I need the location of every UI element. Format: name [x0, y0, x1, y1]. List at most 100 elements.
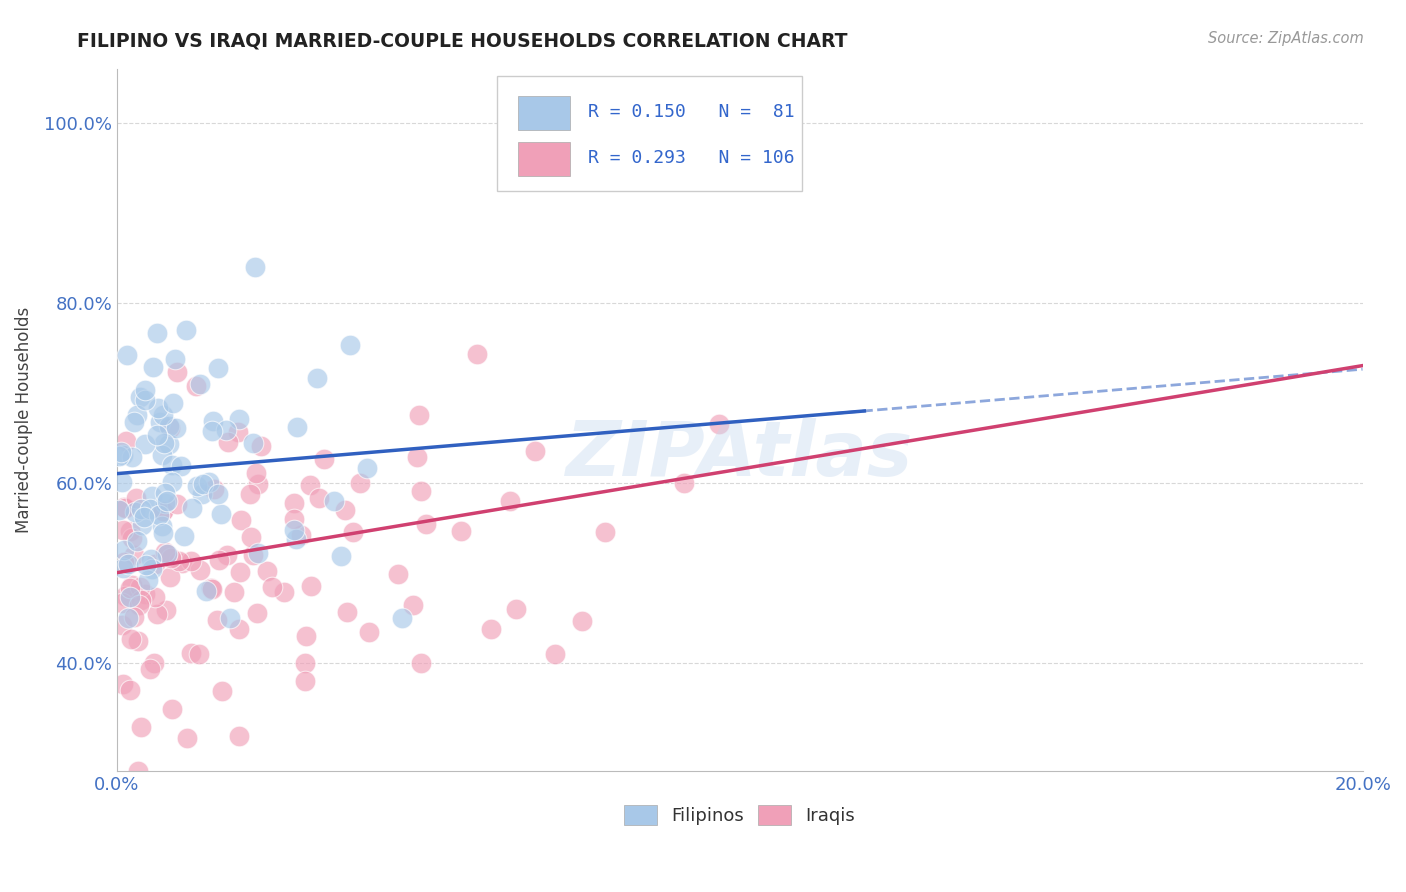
Point	[359, 624, 381, 639]
Point	[155, 496, 177, 510]
Point	[169, 554, 191, 568]
Point	[125, 408, 148, 422]
Point	[121, 531, 143, 545]
Point	[201, 582, 224, 597]
Point	[190, 563, 212, 577]
Point	[672, 476, 695, 491]
Point	[294, 628, 316, 642]
Point	[402, 598, 425, 612]
Point	[222, 585, 245, 599]
Point	[124, 505, 146, 519]
Point	[409, 483, 432, 498]
Point	[111, 596, 134, 610]
Point	[117, 610, 139, 624]
Point	[134, 383, 156, 397]
Point	[146, 607, 169, 622]
Point	[243, 260, 266, 275]
FancyBboxPatch shape	[496, 76, 801, 192]
Point	[127, 633, 149, 648]
Point	[134, 392, 156, 407]
Point	[156, 547, 179, 561]
Point	[209, 507, 232, 521]
Point	[465, 346, 488, 360]
Point	[114, 501, 136, 516]
Point	[188, 376, 211, 391]
Point	[409, 657, 432, 671]
Point	[228, 730, 250, 744]
Point	[143, 657, 166, 671]
Point	[157, 418, 180, 433]
Point	[112, 555, 135, 569]
Point	[129, 502, 152, 516]
Point	[387, 566, 409, 581]
Point	[146, 326, 169, 340]
Point	[322, 493, 344, 508]
Point	[122, 415, 145, 429]
Point	[135, 558, 157, 572]
Point	[342, 525, 364, 540]
Point	[709, 417, 731, 432]
Point	[156, 548, 179, 562]
Point	[450, 524, 472, 538]
Point	[152, 504, 174, 518]
Point	[198, 475, 221, 489]
Point	[207, 360, 229, 375]
Point	[228, 411, 250, 425]
Point	[191, 487, 214, 501]
Point	[138, 502, 160, 516]
Text: ZIPAtlas: ZIPAtlas	[567, 417, 914, 491]
Point	[142, 360, 165, 375]
Point	[339, 338, 361, 352]
Point	[165, 421, 187, 435]
Point	[245, 466, 267, 480]
Point	[118, 524, 141, 538]
Point	[159, 570, 181, 584]
Point	[217, 434, 239, 449]
Point	[242, 436, 264, 450]
Point	[152, 504, 174, 518]
Point	[308, 491, 330, 505]
Point	[186, 479, 208, 493]
Point	[143, 557, 166, 571]
Point	[174, 323, 197, 337]
Point	[138, 573, 160, 587]
Point	[141, 562, 163, 576]
Point	[112, 500, 135, 514]
Point	[285, 419, 308, 434]
Point	[312, 451, 335, 466]
Point	[153, 435, 176, 450]
Point	[249, 439, 271, 453]
Point	[262, 581, 284, 595]
Point	[143, 590, 166, 604]
Point	[166, 365, 188, 379]
Point	[146, 401, 169, 415]
Point	[153, 486, 176, 500]
Point	[228, 565, 250, 579]
Point	[202, 414, 225, 428]
Legend: Filipinos, Iraqis: Filipinos, Iraqis	[624, 805, 855, 825]
Point	[202, 482, 225, 496]
Point	[228, 622, 250, 636]
Point	[129, 593, 152, 607]
Point	[111, 677, 134, 691]
FancyBboxPatch shape	[517, 142, 571, 176]
Point	[256, 564, 278, 578]
Point	[479, 623, 502, 637]
Point	[336, 605, 359, 619]
Point	[305, 370, 328, 384]
Point	[125, 491, 148, 505]
Point	[200, 581, 222, 595]
Point	[117, 348, 139, 362]
Point	[356, 461, 378, 475]
Point	[122, 610, 145, 624]
FancyBboxPatch shape	[517, 96, 571, 129]
Point	[120, 632, 142, 646]
Text: FILIPINO VS IRAQI MARRIED-COUPLE HOUSEHOLDS CORRELATION CHART: FILIPINO VS IRAQI MARRIED-COUPLE HOUSEHO…	[77, 31, 848, 50]
Point	[215, 548, 238, 562]
Text: Source: ZipAtlas.com: Source: ZipAtlas.com	[1208, 31, 1364, 46]
Point	[176, 731, 198, 746]
Point	[330, 549, 353, 563]
Point	[157, 437, 180, 451]
Point	[285, 532, 308, 546]
Point	[169, 458, 191, 473]
